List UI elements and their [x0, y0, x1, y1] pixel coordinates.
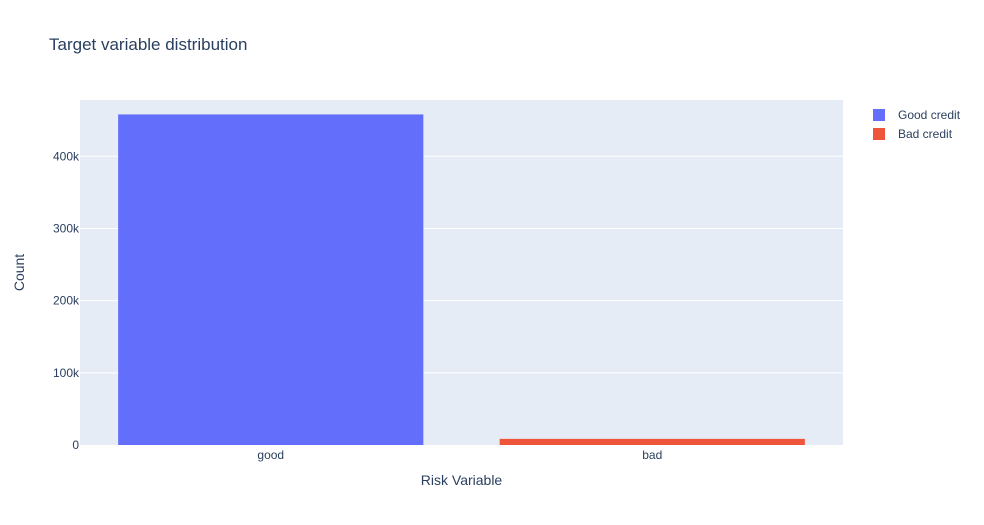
y-tick-label: 400k: [53, 149, 80, 163]
x-axis-ticks: good bad: [257, 448, 662, 462]
bars: [118, 114, 805, 445]
legend-swatch: [873, 109, 885, 121]
y-tick-label: 300k: [53, 221, 80, 235]
y-tick-label: 100k: [53, 366, 80, 380]
x-tick-label: good: [257, 448, 284, 462]
legend-label: Bad credit: [898, 127, 953, 141]
y-axis-ticks: 0 100k 200k 300k 400k: [53, 149, 80, 452]
chart-title: Target variable distribution: [49, 35, 247, 54]
x-axis-title: Risk Variable: [421, 472, 503, 488]
legend-swatch: [873, 128, 885, 140]
y-axis-title: Count: [11, 254, 27, 291]
bar-good: [118, 114, 424, 445]
legend: Good credit Bad credit: [873, 108, 961, 141]
bar-bad: [499, 438, 805, 445]
x-tick-label: bad: [642, 448, 662, 462]
y-tick-label: 200k: [53, 294, 80, 308]
legend-label: Good credit: [898, 108, 961, 122]
y-tick-label: 0: [72, 438, 79, 452]
